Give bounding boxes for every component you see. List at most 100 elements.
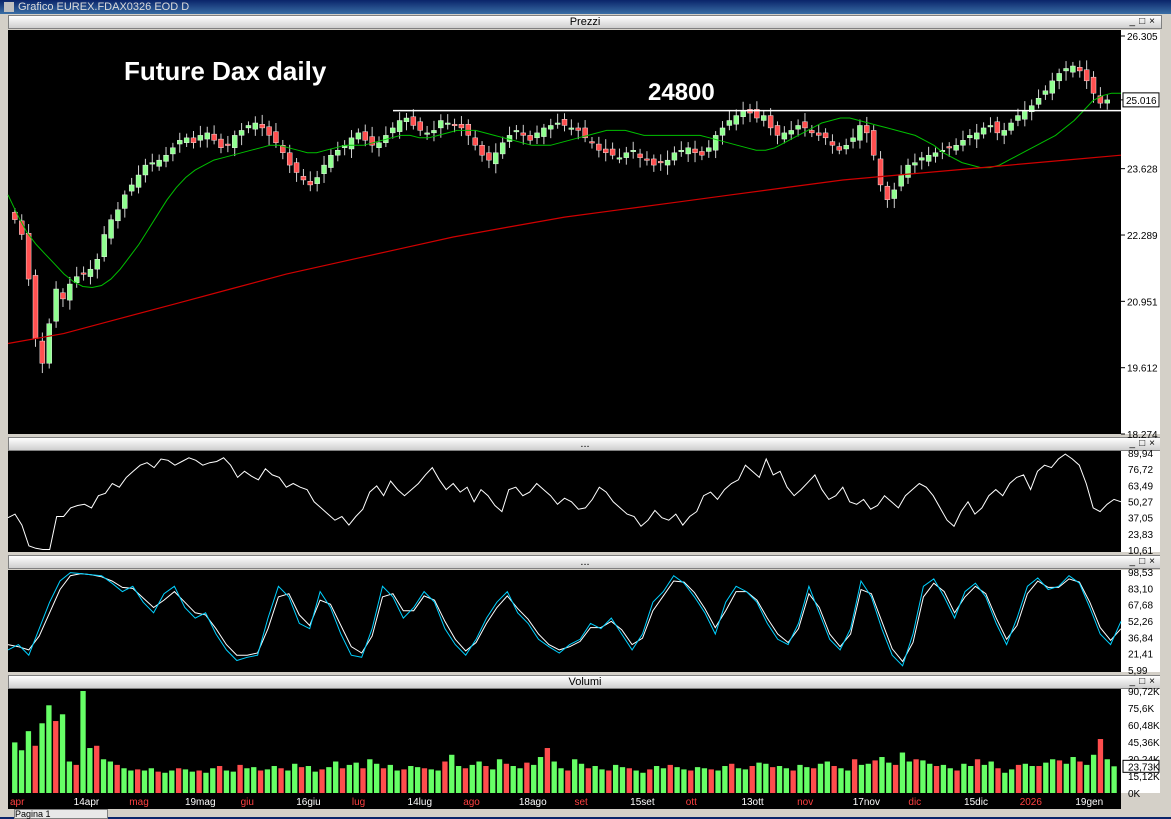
osc2-y-tick-label: 98,53 (1128, 568, 1153, 579)
volume-bar-up (189, 771, 195, 793)
candle-up (987, 125, 994, 128)
volume-bar-up (865, 763, 871, 793)
candle-down (80, 272, 87, 275)
candle-up (788, 130, 794, 135)
candle-up (46, 323, 52, 364)
volume-bar-up (981, 764, 988, 793)
candle-up (919, 157, 925, 161)
volume-bar-down (257, 770, 264, 793)
candle-up (795, 125, 801, 130)
volume-bar-up (373, 763, 380, 793)
candle-up (740, 110, 746, 117)
candle-up (53, 288, 59, 322)
x-axis-tick-label: 13ott (741, 797, 763, 808)
volume-bar-down (196, 770, 202, 793)
volume-bar-up (326, 767, 332, 793)
volume-bar-down (339, 768, 346, 793)
volume-bar-up (783, 768, 790, 793)
candle-up (67, 283, 73, 301)
candle-down (877, 158, 884, 186)
candle-down (651, 158, 657, 166)
candle-up (905, 164, 911, 178)
price-panel-title: Prezzi (569, 16, 601, 28)
volume-panel-window-buttons[interactable]: _□× (1129, 676, 1159, 687)
x-axis-tick-label: 19mag (185, 797, 216, 808)
volume-bar-down (770, 767, 776, 793)
x-axis-tick-label: mag (129, 797, 148, 808)
volume-bar-up (920, 760, 926, 793)
candle-up (1049, 80, 1055, 94)
osc2-panel-window-buttons[interactable]: _□× (1129, 556, 1159, 567)
price-y-tick-label: 26.305 (1127, 32, 1158, 43)
candle-down (273, 131, 279, 143)
candle-up (1104, 99, 1110, 104)
volume-y-tick-label: 0K (1128, 789, 1141, 800)
volume-bar-down (1056, 760, 1063, 793)
volume-bar-up (756, 762, 762, 793)
volume-bar-up (285, 770, 291, 793)
volume-bar-up (162, 772, 168, 793)
candle-up (170, 147, 176, 155)
volume-bar-up (1090, 754, 1097, 793)
osc2-y-tick-label: 21,41 (1128, 650, 1153, 661)
candle-up (630, 150, 636, 152)
volume-bar-up (797, 764, 803, 793)
chart-annotation-title: Future Dax daily (124, 56, 327, 86)
candle-down (637, 153, 643, 158)
candle-up (671, 152, 678, 161)
candle-up (424, 132, 430, 135)
volume-bar-up (947, 768, 953, 793)
volume-bar-down (872, 760, 878, 793)
volume-bar-down (749, 766, 755, 793)
volume-bar-up (203, 772, 209, 793)
window-title-bar[interactable]: Grafico EUREX.FDAX0326 EOD D (0, 0, 1171, 14)
volume-bar-down (442, 761, 448, 793)
x-axis-tick-label: apr (10, 797, 25, 808)
candle-down (266, 126, 272, 136)
candle-up (719, 127, 726, 136)
volume-bar-up (886, 762, 892, 793)
candle-up (980, 127, 987, 135)
right-scroll-edge[interactable] (1160, 30, 1171, 817)
candle-up (960, 140, 966, 146)
osc2-y-axis-area (1121, 570, 1160, 672)
candle-up (616, 157, 623, 160)
candle-up (1063, 68, 1069, 72)
candle-down (486, 152, 492, 161)
candle-up (541, 127, 547, 137)
volume-bar-up (305, 766, 312, 793)
volume-bar-up (100, 759, 107, 793)
x-axis-tick-label: 18ago (519, 797, 547, 808)
volume-bar-up (408, 766, 414, 793)
candle-up (438, 120, 444, 129)
volume-bar-down (524, 762, 530, 793)
volume-bar-up (572, 759, 578, 793)
candle-down (39, 340, 46, 364)
volume-bar-down (933, 766, 940, 793)
osc1-y-tick-label: 10,61 (1128, 546, 1153, 557)
volume-bar-up (1002, 772, 1008, 793)
candle-down (561, 119, 568, 126)
price-panel-window-buttons[interactable]: _□× (1129, 16, 1159, 27)
volume-bar-down (1015, 764, 1022, 793)
candle-up (534, 132, 540, 139)
volume-bar-up (858, 764, 865, 793)
vol-y-axis-area (1121, 689, 1160, 793)
candle-up (925, 154, 932, 162)
osc1-y-tick-label: 76,72 (1128, 465, 1153, 476)
candle-down (300, 176, 307, 181)
candle-down (362, 131, 368, 141)
candle-down (802, 121, 808, 129)
candle-up (1056, 73, 1062, 82)
candle-down (829, 141, 836, 146)
candle-down (520, 132, 526, 136)
candle-up (101, 234, 107, 257)
osc1-panel-window-buttons[interactable]: _□× (1129, 438, 1159, 449)
volume-bar-up (428, 769, 434, 793)
candle-down (190, 137, 197, 143)
candle-up (1015, 115, 1021, 121)
volume-bar-up (763, 763, 769, 793)
candle-up (898, 174, 904, 187)
volume-bar-up (312, 771, 318, 793)
